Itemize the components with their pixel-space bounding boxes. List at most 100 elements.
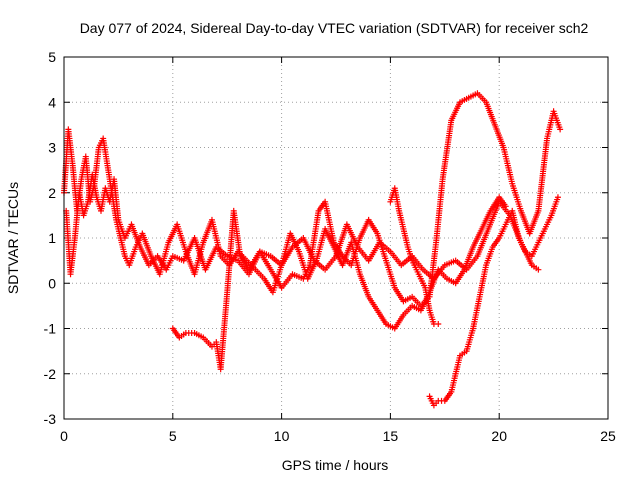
data-point-trail bbox=[383, 259, 398, 289]
y-tick-label: 5 bbox=[48, 49, 56, 65]
series-track-3 bbox=[169, 90, 564, 373]
data-point-trail bbox=[375, 232, 389, 262]
data-point-trail bbox=[171, 327, 182, 339]
data-point-trail bbox=[454, 259, 468, 272]
data-point-trail bbox=[475, 228, 491, 258]
data-point-trail bbox=[185, 330, 195, 337]
y-tick-label: 0 bbox=[48, 275, 56, 291]
data-point-trail bbox=[464, 327, 476, 352]
data-point-trail bbox=[375, 309, 388, 326]
x-axis-label: GPS time / hours bbox=[282, 457, 389, 473]
data-point-trail bbox=[446, 276, 457, 286]
data-point-trail bbox=[497, 223, 508, 239]
data-point-trail bbox=[164, 255, 175, 271]
data-point-trail bbox=[356, 245, 371, 262]
data-point-trail bbox=[524, 250, 533, 258]
data-point-trail bbox=[202, 336, 214, 348]
data-point-trail bbox=[427, 395, 436, 407]
data-point-trail bbox=[549, 196, 561, 217]
data-point-trail bbox=[427, 309, 437, 325]
data-point-trail bbox=[127, 246, 138, 266]
x-tick-label: 25 bbox=[600, 428, 616, 444]
data-point-trail bbox=[123, 255, 132, 266]
data-point-trail bbox=[348, 237, 363, 266]
data-point-trail bbox=[314, 228, 328, 262]
data-point bbox=[535, 266, 542, 273]
data-point-trail bbox=[174, 223, 189, 253]
data-point-trail bbox=[366, 218, 380, 235]
data-point-trail bbox=[477, 264, 489, 298]
data-point-trail bbox=[453, 268, 467, 285]
data-point-trail bbox=[192, 237, 208, 271]
data-point-trail bbox=[181, 237, 197, 262]
y-tick-label: -3 bbox=[44, 411, 57, 427]
data-point-trail bbox=[392, 286, 406, 303]
data-point-trail bbox=[193, 331, 205, 340]
data-point-trail bbox=[443, 258, 457, 268]
data-point-trail bbox=[111, 178, 122, 221]
data-point-trail bbox=[418, 277, 428, 289]
data-point bbox=[554, 194, 561, 201]
data-point-trail bbox=[231, 210, 243, 257]
data-point-trail bbox=[291, 272, 305, 281]
data-point-trail bbox=[433, 178, 446, 244]
data-point-trail bbox=[448, 373, 459, 393]
data-point-trail bbox=[509, 210, 522, 239]
data-point-trail bbox=[483, 246, 495, 266]
data-point-trail bbox=[471, 227, 484, 249]
data-point-trail bbox=[518, 209, 532, 235]
y-tick-label: 1 bbox=[48, 230, 56, 246]
data-point-trail bbox=[396, 210, 406, 230]
data-point-trail bbox=[490, 236, 501, 249]
data-point-trail bbox=[118, 237, 128, 257]
data-point-trail bbox=[410, 259, 419, 271]
data-point-trail bbox=[501, 146, 515, 185]
data-point-trail bbox=[215, 245, 229, 258]
data-point-trail bbox=[357, 273, 371, 298]
x-tick-label: 20 bbox=[491, 428, 507, 444]
data-point-trail bbox=[536, 228, 547, 244]
data-marks bbox=[61, 90, 564, 409]
data-point-trail bbox=[467, 91, 479, 100]
data-point-trail bbox=[65, 128, 76, 167]
data-point-trail bbox=[280, 273, 294, 289]
data-point-trail bbox=[322, 201, 337, 244]
data-point-trail bbox=[313, 259, 327, 272]
data-point-trail bbox=[443, 390, 454, 403]
chart-title: Day 077 of 2024, Sidereal Day-to-day VTE… bbox=[80, 20, 589, 36]
data-point-trail bbox=[476, 92, 488, 104]
data-point-trail bbox=[307, 210, 322, 266]
x-tick-label: 10 bbox=[274, 428, 290, 444]
y-tick-label: -1 bbox=[44, 321, 57, 337]
data-point-trail bbox=[459, 95, 470, 105]
data-point-trail bbox=[535, 137, 550, 212]
plot-frame bbox=[63, 56, 609, 420]
data-point-trail bbox=[449, 101, 463, 122]
series-track-4 bbox=[426, 194, 561, 409]
data-point-trail bbox=[392, 313, 406, 330]
data-point-trail bbox=[432, 264, 447, 280]
data-point-trail bbox=[171, 254, 185, 263]
data-point-trail bbox=[203, 246, 219, 271]
data-point-trail bbox=[217, 291, 231, 371]
data-point-trail bbox=[483, 101, 498, 126]
data-point-trail bbox=[453, 354, 463, 375]
data-point bbox=[557, 126, 564, 133]
data-point-trail bbox=[279, 246, 295, 267]
data-point-trail bbox=[529, 241, 541, 257]
data-point-trail bbox=[388, 250, 403, 267]
data-point-trail bbox=[479, 209, 493, 230]
data-point-trail bbox=[470, 296, 483, 330]
x-tick-label: 0 bbox=[60, 428, 68, 444]
axis-ticks: 0 5 10 15 20 25 -3 -2 -1 0 1 2 3 4 5 bbox=[44, 49, 616, 444]
data-point-trail bbox=[551, 110, 563, 131]
x-tick-label: 5 bbox=[169, 428, 177, 444]
series-track-5 bbox=[387, 185, 442, 327]
data-point-trail bbox=[67, 237, 78, 275]
y-axis-label: SDTVAR / TECUs bbox=[5, 182, 21, 294]
data-point-trail bbox=[426, 241, 439, 298]
y-tick-label: 2 bbox=[48, 185, 56, 201]
data-point-trail bbox=[323, 255, 338, 271]
data-point-trail bbox=[465, 255, 479, 271]
